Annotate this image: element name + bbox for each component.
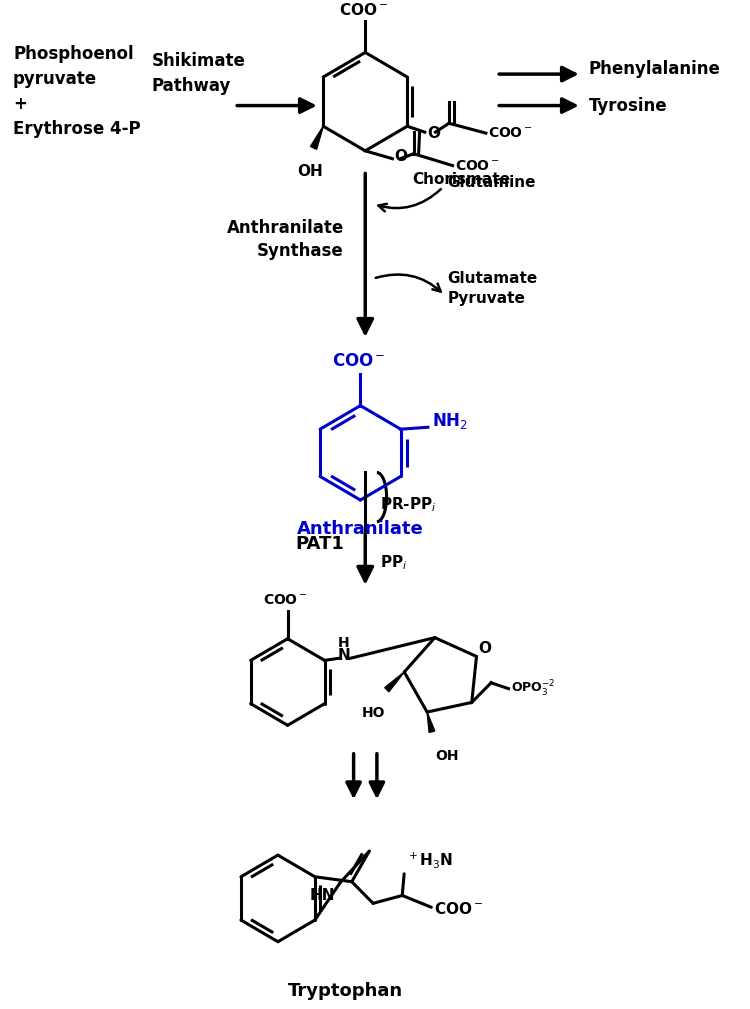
Text: $^+$H$_3$N: $^+$H$_3$N [406,850,453,870]
Text: PP$_i$: PP$_i$ [380,554,407,572]
Polygon shape [310,126,323,149]
Text: COO$^-$: COO$^-$ [454,158,500,173]
Polygon shape [385,672,404,692]
Text: OH: OH [297,163,322,179]
Text: Phosphoenol
pyruvate
+
Erythrose 4-P: Phosphoenol pyruvate + Erythrose 4-P [13,44,141,137]
Text: Phenylalanine: Phenylalanine [589,61,720,78]
Text: Anthranilate
Synthase: Anthranilate Synthase [226,219,344,260]
Text: OH: OH [435,750,458,764]
Text: OPO$_3^{-2}$: OPO$_3^{-2}$ [511,679,555,698]
Text: Glutamate
Pyruvate: Glutamate Pyruvate [448,271,538,306]
Text: H: H [338,636,350,650]
Text: O: O [478,641,491,656]
Text: HO: HO [362,706,385,720]
Text: Tyrosine: Tyrosine [589,97,667,115]
Text: PAT1: PAT1 [295,536,344,553]
Text: Anthranilate: Anthranilate [297,520,424,538]
Text: O: O [427,125,441,140]
Text: N: N [338,648,350,663]
Text: Shikimate
Pathway: Shikimate Pathway [152,52,246,96]
Text: NH$_2$: NH$_2$ [432,412,467,431]
Text: O: O [394,149,407,164]
Text: COO$^-$: COO$^-$ [332,352,386,370]
Text: COO$^-$: COO$^-$ [263,593,308,607]
Text: PR-PP$_i$: PR-PP$_i$ [380,495,436,515]
Text: COO$^-$: COO$^-$ [434,901,484,917]
Text: COO$^-$: COO$^-$ [488,126,532,140]
Polygon shape [427,712,435,733]
Text: COO$^-$: COO$^-$ [339,2,388,18]
Text: HN: HN [310,888,335,903]
Text: Glutamine: Glutamine [448,175,536,190]
Text: Chorismate: Chorismate [412,173,510,188]
Text: Tryptophan: Tryptophan [288,982,404,1000]
